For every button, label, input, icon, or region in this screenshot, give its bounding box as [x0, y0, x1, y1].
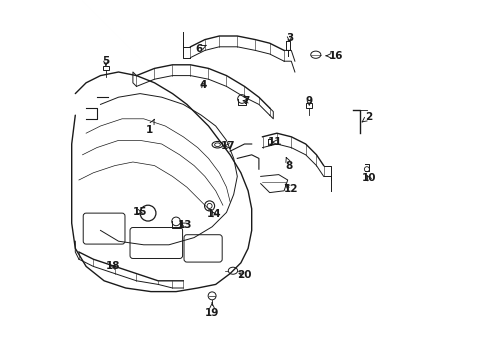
Text: 4: 4	[199, 80, 206, 90]
Text: 14: 14	[206, 209, 221, 219]
Text: 7: 7	[242, 96, 249, 106]
Text: 19: 19	[204, 303, 219, 318]
Text: 16: 16	[325, 51, 343, 61]
Text: 11: 11	[267, 137, 282, 147]
Text: 18: 18	[105, 261, 120, 271]
Text: 8: 8	[285, 157, 292, 171]
Text: 9: 9	[305, 96, 312, 106]
Text: 1: 1	[145, 119, 154, 135]
Text: 2: 2	[361, 112, 371, 122]
Text: 5: 5	[102, 56, 109, 66]
Text: 3: 3	[285, 33, 292, 43]
Text: 15: 15	[133, 207, 147, 217]
Text: 12: 12	[284, 184, 298, 194]
Text: 13: 13	[178, 220, 192, 230]
Text: 6: 6	[196, 44, 205, 54]
Text: 10: 10	[361, 173, 375, 183]
Text: 20: 20	[237, 270, 251, 280]
Text: 17: 17	[221, 141, 235, 151]
